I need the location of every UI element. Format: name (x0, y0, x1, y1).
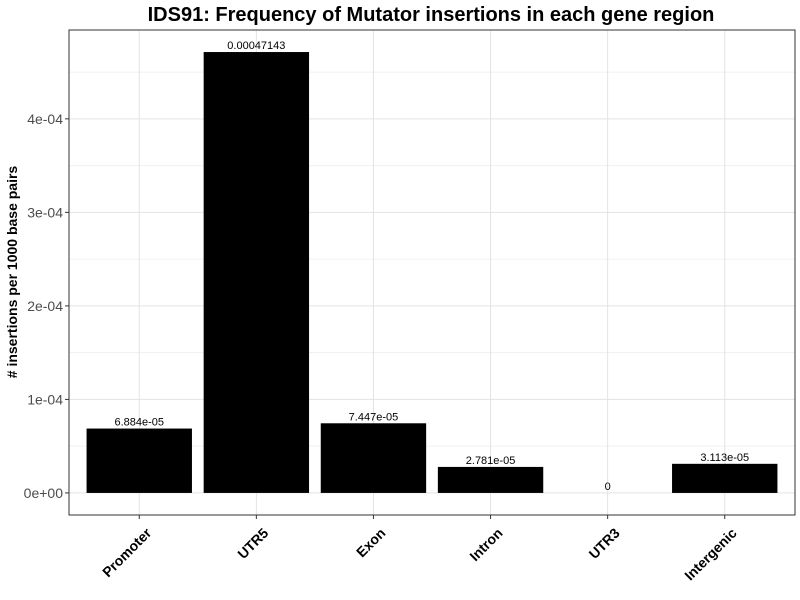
bar-promoter (86, 428, 192, 493)
y-axis-label: # insertions per 1000 base pairs (4, 166, 20, 379)
data-label-utr5: 0.00047143 (227, 40, 285, 52)
bar-intergenic (672, 463, 778, 493)
y-tick-label: 0e+00 (24, 485, 64, 501)
data-label-promoter: 6.884e-05 (114, 417, 164, 429)
x-tick-label-exon: Exon (353, 525, 389, 561)
data-label-utr3: 0 (605, 481, 611, 493)
x-tick-label-intron: Intron (466, 525, 505, 564)
data-label-intron: 2.781e-05 (466, 455, 516, 467)
bar-exon (320, 423, 427, 493)
x-tick-label-utr5: UTR5 (234, 525, 271, 562)
x-tick-label-intergenic: Intergenic (681, 525, 740, 584)
y-tick-label: 4e-04 (27, 111, 63, 127)
data-labels: 6.884e-05 0.00047143 7.447e-05 2.781e-05 0 3.… (114, 40, 749, 493)
x-tick-label-utr3: UTR3 (586, 525, 623, 562)
data-label-intergenic: 3.113e-05 (700, 452, 749, 464)
bar-intron (437, 466, 544, 493)
chart-title: IDS91: Frequency of Mutator insertions i… (148, 4, 715, 26)
y-tick-label: 2e-04 (27, 298, 63, 314)
bar-utr5 (203, 52, 310, 493)
y-axis: 0e+00 1e-04 2e-04 3e-04 4e-04 (24, 111, 69, 501)
bars (86, 52, 778, 493)
data-label-exon: 7.447e-05 (349, 411, 399, 423)
x-axis: Promoter UTR5 Exon Intron UTR3 Intergenic (99, 515, 740, 583)
plot-panel-border (68, 29, 796, 516)
x-tick-label-promoter: Promoter (99, 524, 155, 580)
y-tick-label: 1e-04 (27, 391, 63, 407)
y-tick-label: 3e-04 (27, 204, 63, 220)
